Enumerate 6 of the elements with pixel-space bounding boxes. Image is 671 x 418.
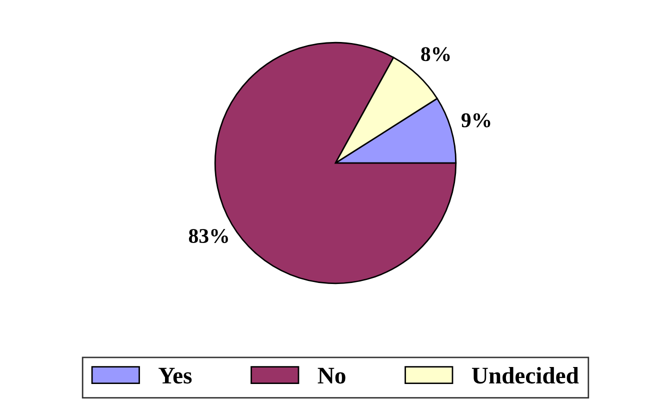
legend-label: Undecided: [472, 366, 579, 384]
data-label: 8%: [421, 47, 450, 62]
legend-label: Yes: [158, 368, 192, 384]
data-label: 83%: [188, 228, 228, 244]
data-label: 9%: [461, 113, 490, 128]
legend-label: No: [318, 368, 346, 384]
